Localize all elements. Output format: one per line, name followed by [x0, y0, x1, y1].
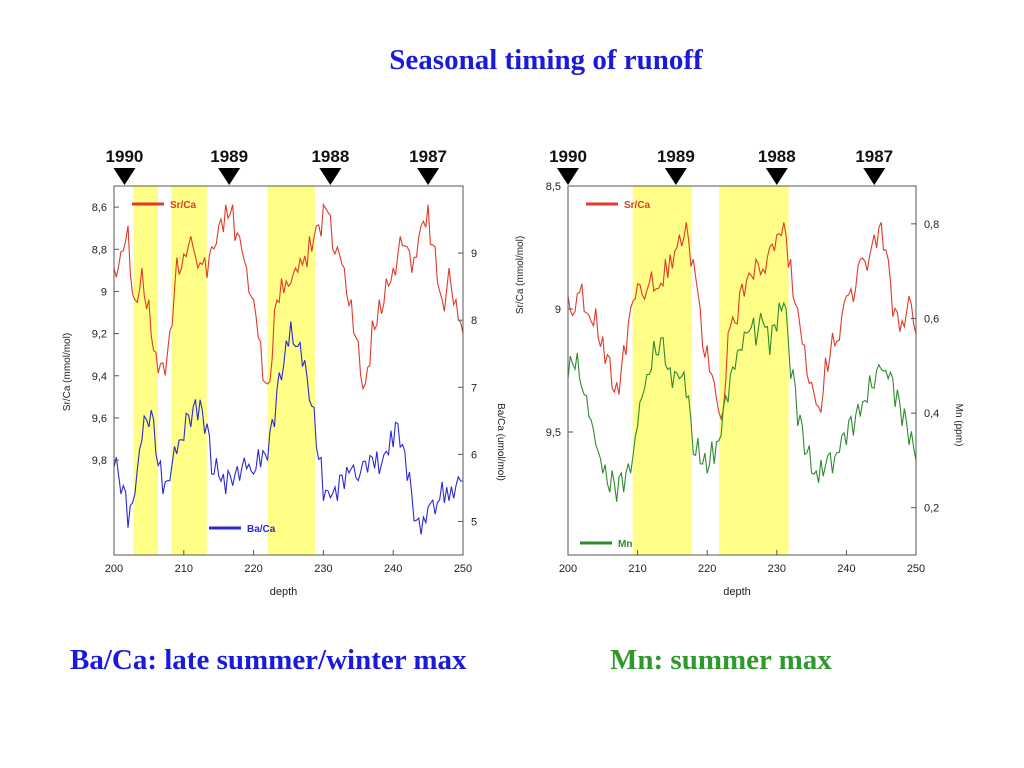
- left-tick-label: 8,6: [92, 202, 107, 214]
- x-tick-label: 230: [768, 563, 786, 575]
- year-marker-triangle: [319, 168, 342, 185]
- series-line-mn: [567, 301, 917, 502]
- right-tick-label: 9: [471, 248, 477, 260]
- x-axis-label: depth: [723, 586, 751, 598]
- year-label: 1990: [549, 147, 587, 166]
- year-label: 1990: [106, 147, 144, 166]
- year-label: 1987: [855, 147, 893, 166]
- x-tick-label: 220: [698, 563, 716, 575]
- left-tick-label: 9,8: [92, 455, 107, 467]
- year-label: 1988: [758, 147, 796, 166]
- left-tick-label: 9: [101, 286, 107, 298]
- x-tick-label: 230: [314, 563, 332, 575]
- year-label: 1989: [210, 147, 248, 166]
- year-label: 1988: [311, 147, 349, 166]
- left-tick-label: 8,8: [92, 244, 107, 256]
- legend-label: Sr/Ca: [624, 200, 651, 211]
- legend-label: Sr/Ca: [170, 200, 197, 211]
- x-tick-label: 200: [559, 563, 577, 575]
- right-axis-label: Ba/Ca (umol/mol): [495, 403, 506, 481]
- x-axis-label: depth: [270, 586, 298, 598]
- right-tick-label: 7: [471, 382, 477, 394]
- highlight-band: [632, 186, 692, 555]
- year-marker-triangle: [765, 168, 788, 185]
- highlight-band: [719, 186, 789, 555]
- x-tick-label: 250: [454, 563, 472, 575]
- left-axis-label: Sr/Ca (mmol/mol): [515, 236, 526, 314]
- right-tick-label: 0,2: [924, 503, 939, 515]
- x-tick-label: 240: [837, 563, 855, 575]
- right-tick-label: 5: [471, 516, 477, 528]
- year-marker-triangle: [218, 168, 241, 185]
- year-marker-triangle: [863, 168, 886, 185]
- plot-frame: [567, 185, 917, 556]
- series-line-ba-ca: [113, 321, 464, 535]
- year-label: 1989: [657, 147, 695, 166]
- right-tick-label: 0,8: [924, 219, 939, 231]
- left-tick-label: 9,4: [92, 371, 107, 383]
- caption-left: Ba/Ca: late summer/winter max: [70, 644, 467, 676]
- highlight-band: [171, 186, 207, 555]
- right-tick-label: 6: [471, 449, 477, 461]
- left-tick-label: 9,6: [92, 413, 107, 425]
- caption-right: Mn: summer max: [610, 644, 832, 676]
- legend-label: Mn: [618, 539, 632, 550]
- series-line-sr-ca: [567, 222, 917, 422]
- x-tick-label: 210: [175, 563, 193, 575]
- right-tick-label: 8: [471, 315, 477, 327]
- right-axis-label: Mn (ppm): [953, 404, 964, 447]
- x-tick-label: 200: [105, 563, 123, 575]
- year-marker-triangle: [664, 168, 687, 185]
- left-axis-label: Sr/Ca (mmol/mol): [62, 333, 73, 411]
- right-tick-label: 0,4: [924, 408, 939, 420]
- x-tick-label: 240: [384, 563, 402, 575]
- plot-frame: [113, 185, 464, 556]
- year-marker-triangle: [113, 168, 136, 185]
- year-label: 1987: [409, 147, 447, 166]
- slide-title: Seasonal timing of runoff: [389, 44, 703, 76]
- left-tick-label: 9,2: [92, 329, 107, 341]
- series-line-sr-ca: [113, 202, 464, 391]
- highlight-band: [267, 186, 316, 555]
- right-tick-label: 0,6: [924, 313, 939, 325]
- x-tick-label: 220: [244, 563, 262, 575]
- year-marker-triangle: [557, 168, 579, 185]
- left-tick-label: 9: [555, 304, 561, 316]
- left-tick-label: 9,5: [546, 427, 561, 439]
- year-marker-triangle: [417, 168, 440, 185]
- x-tick-label: 250: [907, 563, 925, 575]
- left-tick-label: 8,5: [546, 181, 561, 193]
- legend-label: Ba/Ca: [247, 524, 276, 535]
- highlight-band: [133, 186, 158, 555]
- x-tick-label: 210: [628, 563, 646, 575]
